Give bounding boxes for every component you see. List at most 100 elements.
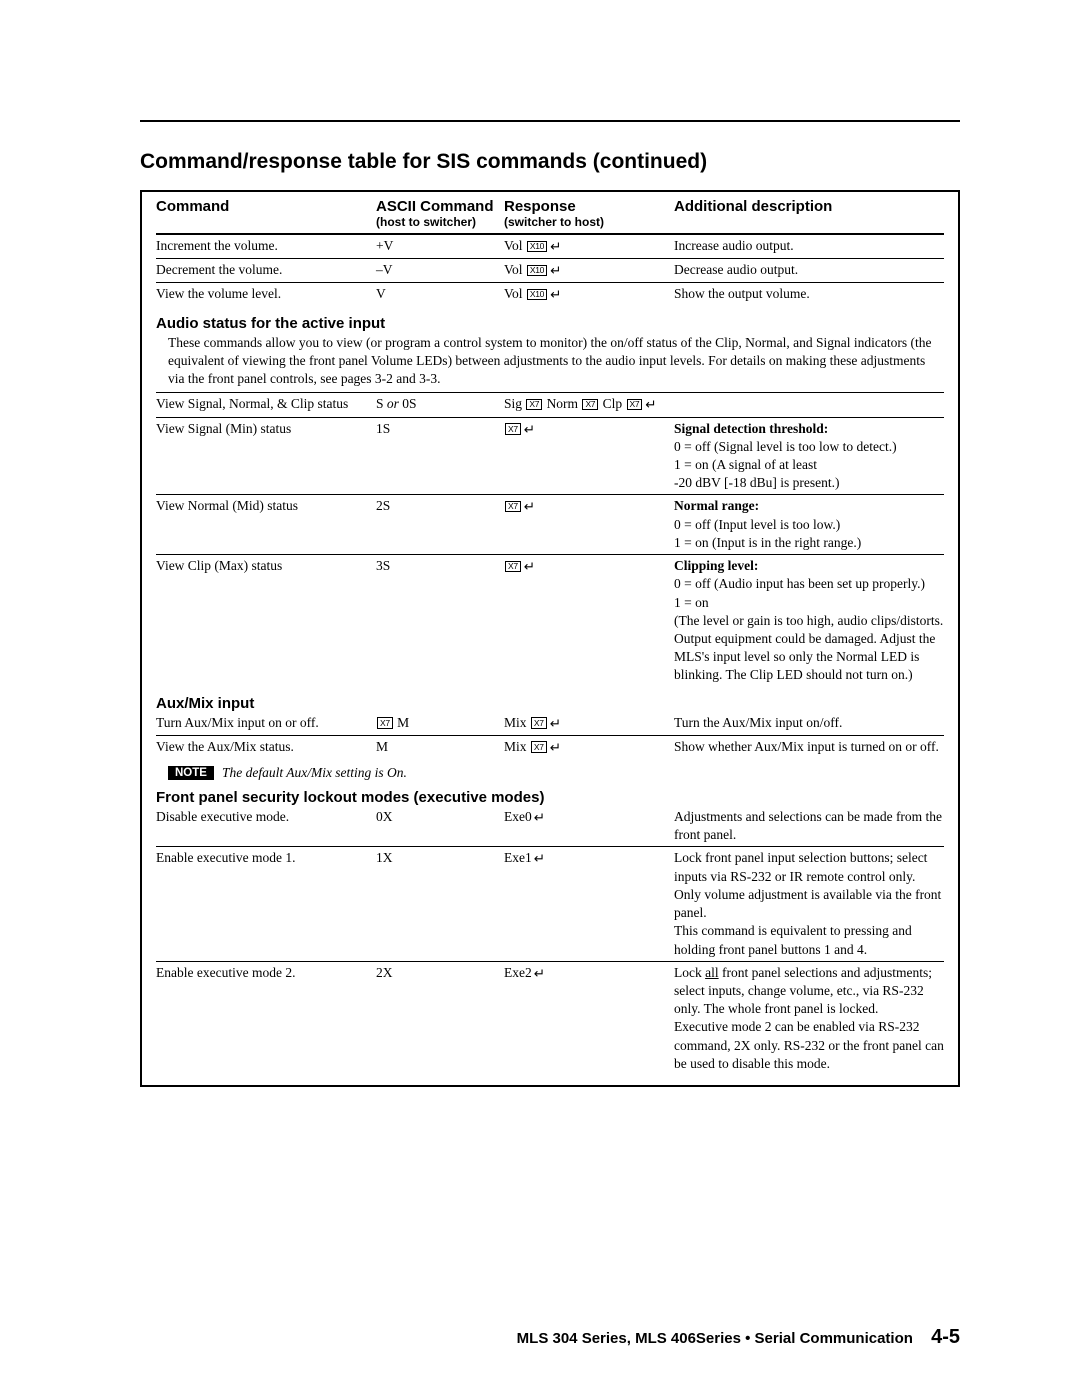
executive-heading: Front panel security lockout modes (exec…	[156, 789, 944, 806]
cell-response: Mix X7↵	[504, 714, 674, 733]
cell-response: X7↵	[504, 557, 674, 685]
command-table: Command ASCII Command (host to switcher)…	[140, 190, 960, 1087]
variable-box: X7	[531, 717, 547, 729]
variable-box: X7	[505, 561, 521, 573]
variable-box: X7	[377, 717, 393, 729]
table-row: Decrement the volume.–VVol X10↵Decrease …	[156, 258, 944, 282]
return-icon: ↵	[550, 286, 561, 304]
audio-status-heading: Audio status for the active input	[156, 315, 944, 332]
cell-description: Normal range:0 = off (Input level is too…	[674, 497, 944, 552]
cell-description: Show the output volume.	[674, 285, 944, 304]
cell-response: Exe2↵	[504, 964, 674, 1073]
table-row: Turn Aux/Mix input on or off.X7 MMix X7↵…	[156, 712, 944, 735]
cell-ascii: –V	[376, 261, 504, 280]
return-icon: ↵	[550, 739, 561, 757]
header-response: Response (switcher to host)	[504, 198, 674, 229]
auxmix-heading: Aux/Mix input	[156, 695, 944, 712]
cell-ascii: +V	[376, 237, 504, 256]
cell-ascii: X7 M	[376, 714, 504, 733]
table-header-row: Command ASCII Command (host to switcher)…	[156, 198, 944, 235]
audio-status-rows: View Signal, Normal, & Clip statusS or 0…	[156, 392, 944, 686]
cell-command: Decrement the volume.	[156, 261, 376, 280]
header-command: Command	[156, 198, 376, 229]
cell-response: Vol X10↵	[504, 237, 674, 256]
table-row: Enable executive mode 1.1XExe1↵Lock fron…	[156, 846, 944, 960]
footer-page-number: 4-5	[931, 1326, 960, 1348]
cell-command: Disable executive mode.	[156, 808, 376, 844]
table-row: Enable executive mode 2.2XExe2↵Lock all …	[156, 961, 944, 1075]
footer: MLS 304 Series, MLS 406Series • Serial C…	[517, 1326, 960, 1349]
cell-command: View Signal, Normal, & Clip status	[156, 395, 376, 414]
variable-box: X7	[526, 399, 542, 411]
page-title: Command/response table for SIS commands …	[140, 150, 960, 174]
cell-command: Increment the volume.	[156, 237, 376, 256]
cell-description: Decrease audio output.	[674, 261, 944, 280]
cell-ascii: S or 0S	[376, 395, 504, 414]
cell-response: X7↵	[504, 497, 674, 552]
cell-command: View the Aux/Mix status.	[156, 738, 376, 757]
cell-command: View Clip (Max) status	[156, 557, 376, 685]
cell-description: Lock front panel input selection buttons…	[674, 849, 944, 958]
cell-response: Mix X7↵	[504, 738, 674, 757]
audio-status-intro: These commands allow you to view (or pro…	[168, 334, 944, 389]
cell-ascii: M	[376, 738, 504, 757]
cell-command: Turn Aux/Mix input on or off.	[156, 714, 376, 733]
table-row: Disable executive mode.0XExe0↵Adjustment…	[156, 806, 944, 846]
header-ascii: ASCII Command (host to switcher)	[376, 198, 504, 229]
cell-description: Show whether Aux/Mix input is turned on …	[674, 738, 944, 757]
cell-description	[674, 395, 944, 414]
cell-description: Increase audio output.	[674, 237, 944, 256]
variable-box: X7	[505, 501, 521, 513]
variable-box: X10	[527, 241, 547, 253]
return-icon: ↵	[534, 809, 545, 827]
cell-response: Vol X10↵	[504, 285, 674, 304]
cell-ascii: 1X	[376, 849, 504, 958]
cell-command: Enable executive mode 1.	[156, 849, 376, 958]
auxmix-note: NOTE The default Aux/Mix setting is On.	[168, 765, 944, 781]
variable-box: X7	[505, 423, 521, 435]
cell-response: X7↵	[504, 420, 674, 493]
table-row: View Clip (Max) status3SX7↵Clipping leve…	[156, 554, 944, 687]
volume-rows: Increment the volume.+VVol X10↵Increase …	[156, 235, 944, 307]
cell-command: View the volume level.	[156, 285, 376, 304]
cell-ascii: 1S	[376, 420, 504, 493]
return-icon: ↵	[534, 850, 545, 868]
cell-ascii: V	[376, 285, 504, 304]
cell-ascii: 2X	[376, 964, 504, 1073]
cell-description: Adjustments and selections can be made f…	[674, 808, 944, 844]
return-icon: ↵	[645, 396, 656, 414]
return-icon: ↵	[550, 238, 561, 256]
footer-text: MLS 304 Series, MLS 406Series • Serial C…	[517, 1330, 913, 1347]
cell-command: View Normal (Mid) status	[156, 497, 376, 552]
cell-ascii: 0X	[376, 808, 504, 844]
table-row: View Normal (Mid) status2SX7↵Normal rang…	[156, 494, 944, 554]
cell-response: Sig X7 Norm X7 Clp X7↵	[504, 395, 674, 414]
cell-ascii: 3S	[376, 557, 504, 685]
cell-description: Turn the Aux/Mix input on/off.	[674, 714, 944, 733]
table-row: View the volume level.VVol X10↵Show the …	[156, 282, 944, 306]
cell-ascii: 2S	[376, 497, 504, 552]
table-row: View Signal, Normal, & Clip statusS or 0…	[156, 392, 944, 416]
variable-box: X10	[527, 265, 547, 277]
cell-command: View Signal (Min) status	[156, 420, 376, 493]
cell-response: Vol X10↵	[504, 261, 674, 280]
note-badge: NOTE	[168, 766, 214, 780]
return-icon: ↵	[524, 558, 535, 576]
table-row: View the Aux/Mix status.MMix X7↵Show whe…	[156, 735, 944, 759]
header-description: Additional description	[674, 198, 944, 229]
cell-description: Signal detection threshold:0 = off (Sign…	[674, 420, 944, 493]
executive-rows: Disable executive mode.0XExe0↵Adjustment…	[156, 806, 944, 1075]
cell-description: Clipping level:0 = off (Audio input has …	[674, 557, 944, 685]
return-icon: ↵	[524, 498, 535, 516]
auxmix-note-text: The default Aux/Mix setting is On.	[222, 765, 407, 780]
table-row: Increment the volume.+VVol X10↵Increase …	[156, 235, 944, 258]
variable-box: X7	[627, 399, 643, 411]
table-row: View Signal (Min) status1SX7↵Signal dete…	[156, 417, 944, 495]
return-icon: ↵	[534, 965, 545, 983]
variable-box: X10	[527, 289, 547, 301]
cell-response: Exe0↵	[504, 808, 674, 844]
auxmix-rows: Turn Aux/Mix input on or off.X7 MMix X7↵…	[156, 712, 944, 759]
variable-box: X7	[531, 741, 547, 753]
cell-command: Enable executive mode 2.	[156, 964, 376, 1073]
cell-description: Lock all front panel selections and adju…	[674, 964, 944, 1073]
